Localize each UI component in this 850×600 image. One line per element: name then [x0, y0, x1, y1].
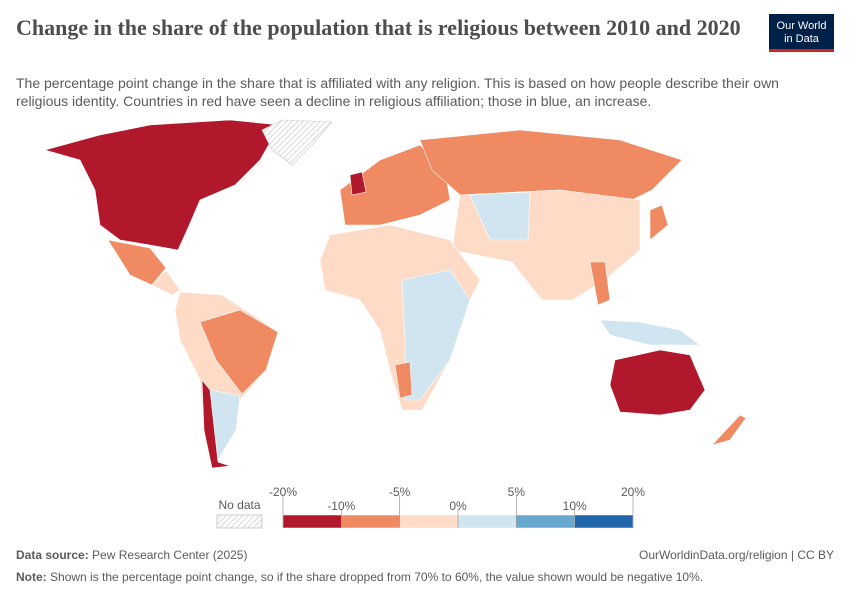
- logo-line: in Data: [784, 33, 819, 45]
- legend-tick-label: -10%: [327, 499, 355, 513]
- japan: [649, 204, 669, 241]
- map: No data -20% -10% -5% 0% 5% 10% 20%: [43, 119, 747, 529]
- uk: [349, 171, 367, 196]
- countries: [43, 119, 747, 469]
- legend-bin: [282, 514, 342, 529]
- chart-subtitle: The percentage point change in the share…: [16, 75, 779, 109]
- legend-tick-label: 0%: [449, 499, 467, 513]
- logo[interactable]: Our World in Data: [769, 14, 834, 52]
- australia: [609, 349, 706, 416]
- no-data-label: No data: [218, 498, 260, 512]
- central-america: [151, 269, 181, 296]
- note: Note: Shown is the percentage point chan…: [16, 570, 703, 584]
- north-america: [43, 119, 281, 251]
- source-label: Data source:: [16, 548, 89, 562]
- mexico: [107, 239, 167, 286]
- russia: [419, 129, 683, 201]
- southeast-asia: [589, 261, 611, 306]
- legend-bin: [457, 514, 517, 529]
- africa-east: [401, 269, 471, 401]
- source-text: Pew Research Center (2025): [92, 548, 248, 562]
- source: Data source: Pew Research Center (2025): [16, 548, 247, 562]
- chart-title: Change in the share of the population th…: [16, 15, 741, 40]
- legend-tick-label: -5%: [389, 485, 411, 499]
- greenland: [261, 119, 333, 166]
- legend-tick-label: 20%: [621, 485, 645, 499]
- brazil: [199, 309, 279, 395]
- note-text: Shown is the percentage point change, so…: [50, 570, 704, 584]
- legend-tick-label: 10%: [563, 499, 587, 513]
- chile: [201, 379, 231, 469]
- legend-bin: [341, 514, 400, 529]
- legend-bin: [399, 514, 459, 529]
- logo-line: Our World: [776, 20, 827, 32]
- legend-tick-label: 5%: [508, 485, 526, 499]
- url[interactable]: OurWorldinData.org/religion | CC BY: [639, 548, 834, 562]
- legend-bin: [574, 514, 634, 529]
- indonesia: [599, 319, 701, 346]
- note-label: Note:: [16, 570, 47, 584]
- legend-tick-label: -20%: [269, 485, 297, 499]
- namibia: [394, 361, 413, 399]
- new-zealand: [711, 414, 747, 446]
- no-data-swatch: [216, 514, 263, 529]
- central-asia: [469, 191, 531, 241]
- europe: [339, 144, 451, 226]
- legend-bin: [516, 514, 575, 529]
